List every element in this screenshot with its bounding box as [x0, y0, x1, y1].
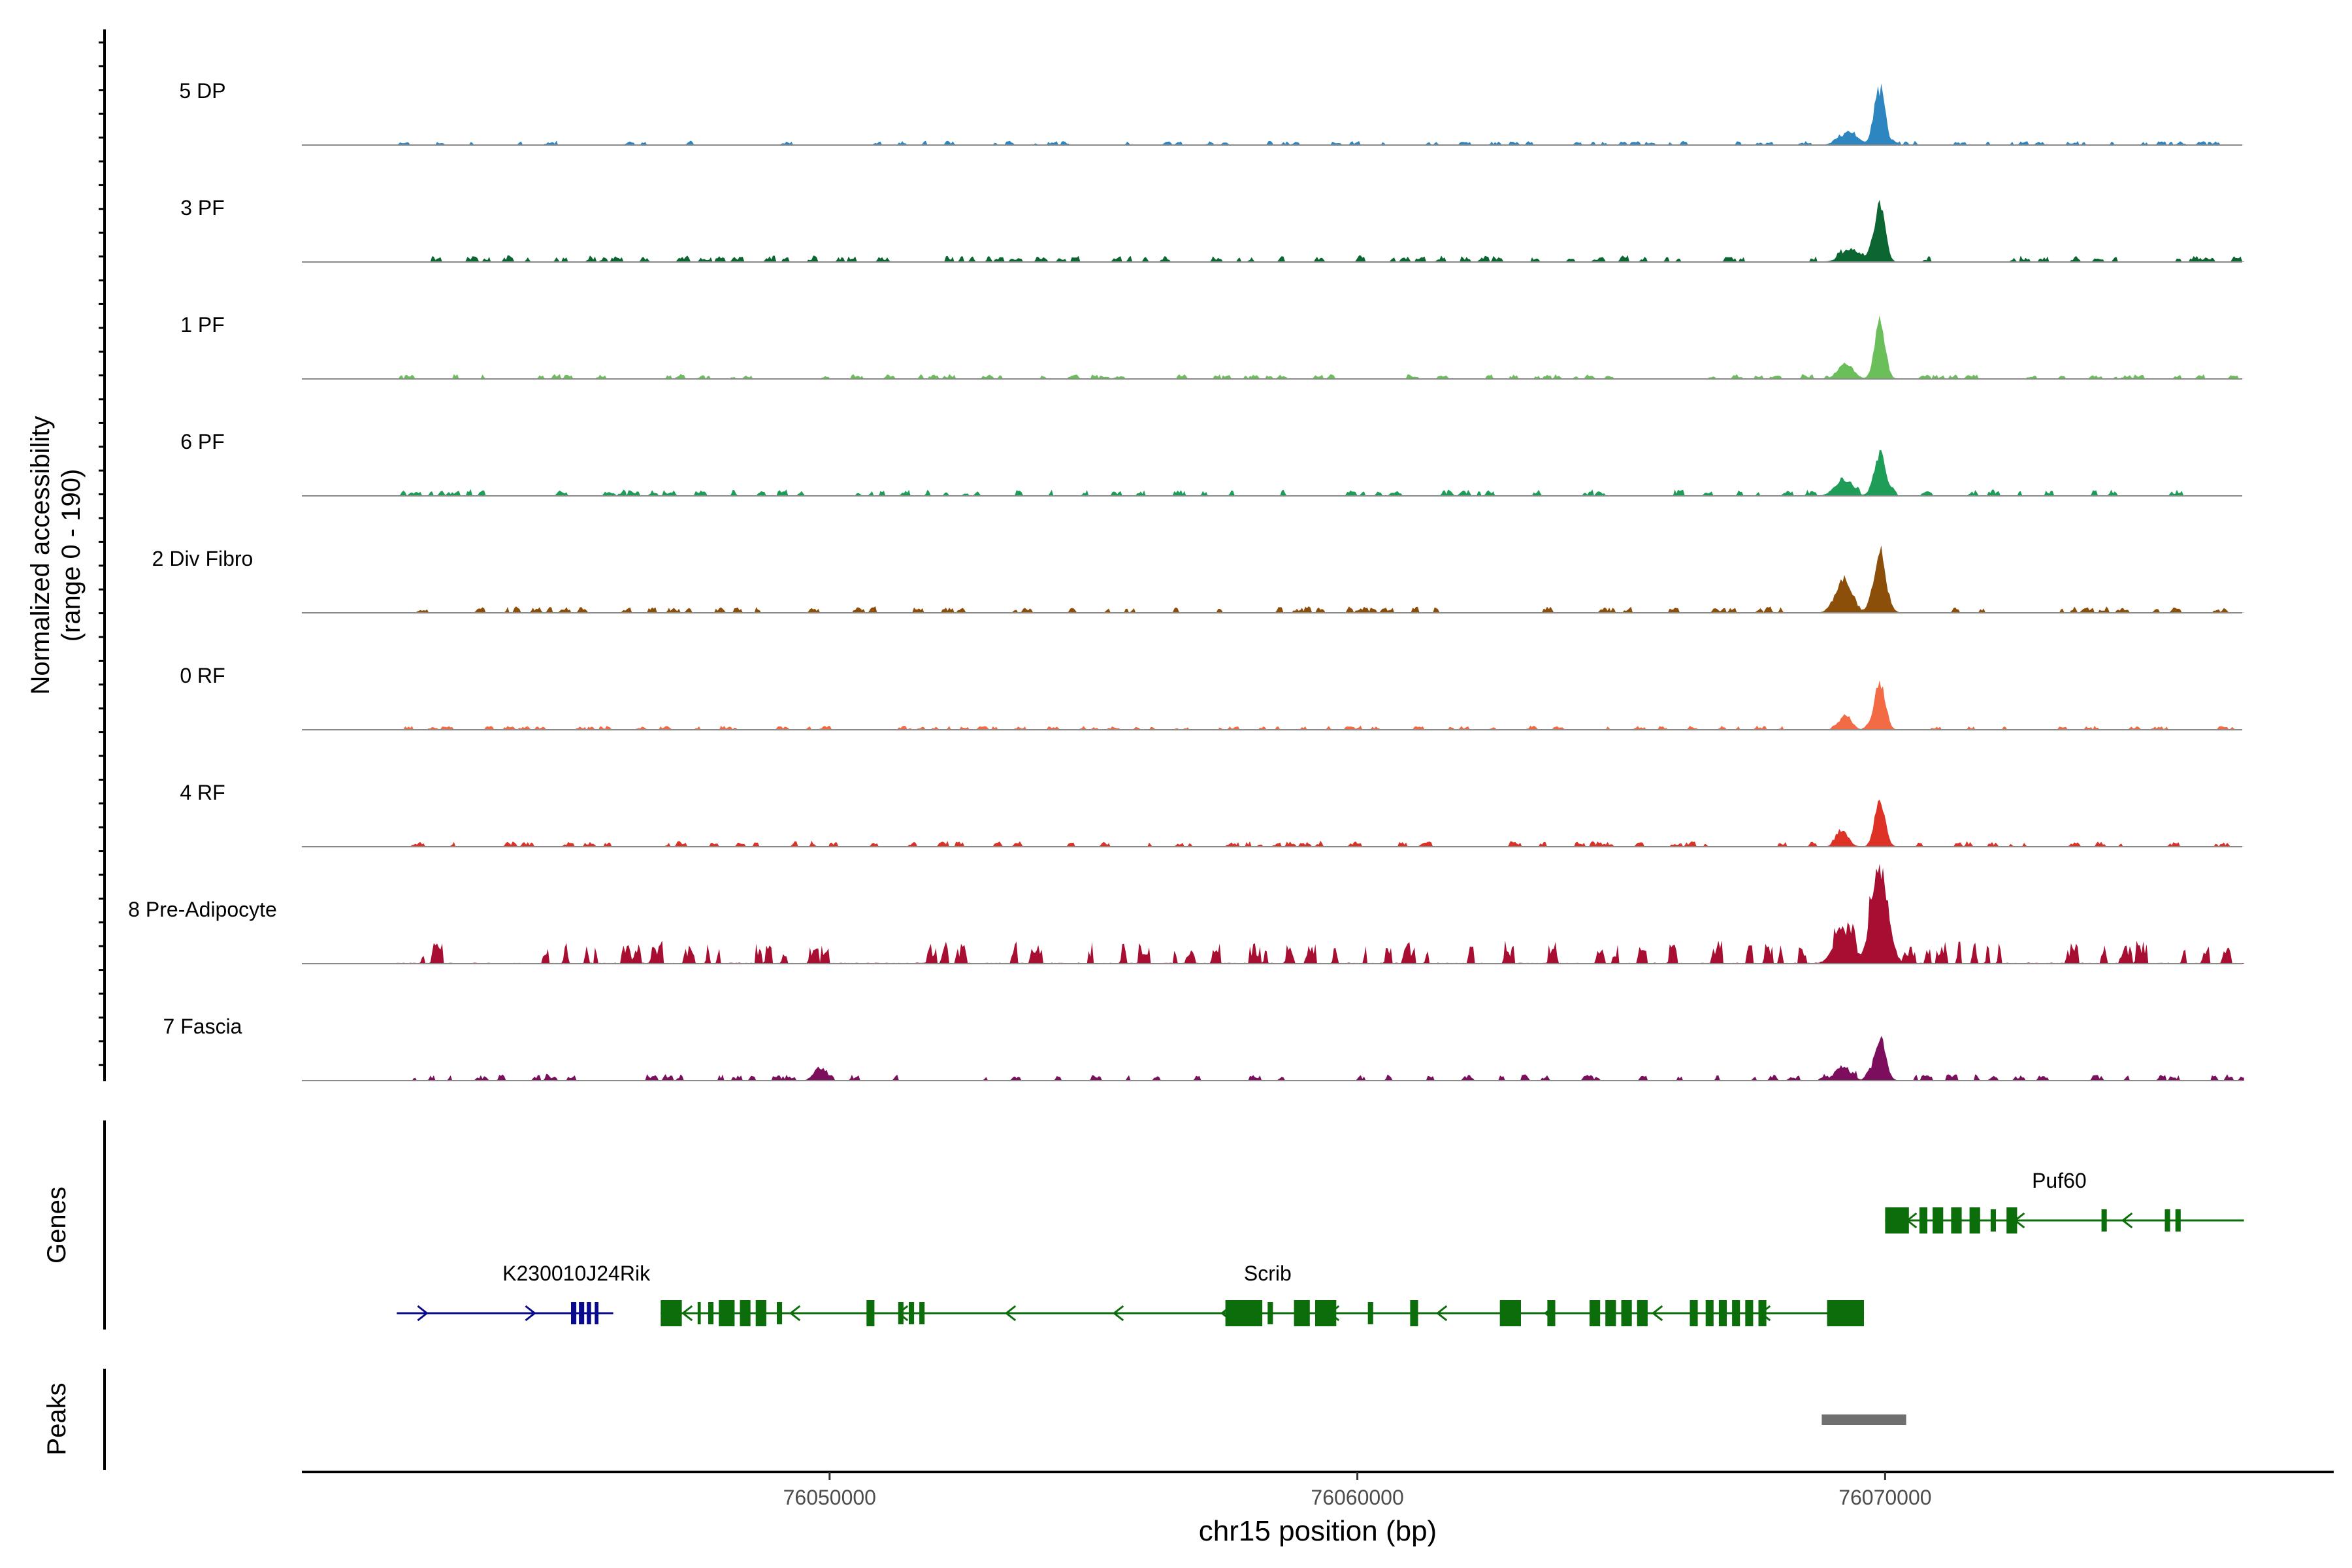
gene-name-K230010J24Rik: K230010J24Rik: [502, 1262, 651, 1285]
exon-Scrib: [697, 1302, 701, 1324]
exon-K230010J24Rik: [595, 1302, 598, 1324]
exon-Scrib: [740, 1300, 751, 1326]
track-label-5: 0 RF: [180, 664, 225, 687]
exon-Scrib: [719, 1300, 735, 1326]
strand-arrow: [1004, 1305, 1017, 1322]
exon-Puf60: [2101, 1209, 2107, 1232]
coverage-tracks: 5 DP 3 PF 1 PF 6 PF 2 Div Fibro 0 RF 4 RF 8 Pre…: [128, 79, 2244, 1081]
coverage-track-4: [397, 545, 2244, 613]
strand-arrow: [789, 1305, 801, 1322]
exon-Scrib: [866, 1300, 875, 1326]
coverage-track-0: [397, 83, 2244, 145]
exon-Scrib: [909, 1302, 915, 1324]
track-label-0: 5 DP: [179, 79, 225, 103]
exon-Puf60: [1885, 1207, 1909, 1233]
exon-Scrib: [1590, 1300, 1601, 1326]
exon-Scrib: [777, 1302, 783, 1324]
y-axis-label-line1: Normalized accessibility: [26, 416, 55, 695]
strand-arrow: [2121, 1212, 2133, 1229]
exon-Scrib: [1718, 1300, 1727, 1326]
gene-name-Scrib: Scrib: [1244, 1262, 1292, 1285]
gene-annotations: K230010J24Rik Scrib Puf60: [397, 1169, 2244, 1326]
exon-Scrib: [1758, 1300, 1767, 1326]
x-tick-label: 76050000: [783, 1486, 876, 1509]
exon-Scrib: [898, 1302, 904, 1324]
exon-Scrib: [1499, 1300, 1521, 1326]
exon-Scrib: [708, 1302, 714, 1324]
exon-Puf60: [2164, 1209, 2170, 1232]
exon-Puf60: [2175, 1209, 2181, 1232]
exon-Scrib: [1745, 1300, 1754, 1326]
coverage-track-8: [397, 1036, 2244, 1081]
gene-name-Puf60: Puf60: [2032, 1169, 2087, 1192]
exon-Scrib: [1547, 1300, 1556, 1326]
exon-Puf60: [1951, 1207, 1962, 1233]
coverage-track-3: [397, 449, 2244, 496]
exon-Scrib: [1605, 1300, 1616, 1326]
exon-Scrib: [1315, 1300, 1337, 1326]
exon-Scrib: [1410, 1300, 1418, 1326]
exon-Puf60: [1933, 1207, 1944, 1233]
exon-Scrib: [1267, 1302, 1273, 1324]
exon-Scrib: [1732, 1300, 1740, 1326]
exon-Scrib: [1294, 1300, 1310, 1326]
coverage-track-5: [397, 680, 2244, 730]
track-label-8: 7 Fascia: [163, 1015, 242, 1038]
coverage-track-1: [397, 200, 2244, 262]
track-label-7: 8 Pre-Adipocyte: [128, 898, 277, 921]
exon-K230010J24Rik: [579, 1302, 585, 1324]
track-label-1: 3 PF: [180, 196, 225, 220]
y-axis-label-line2: (range 0 - 190): [57, 469, 86, 642]
peaks-panel-label: Peaks: [42, 1382, 71, 1455]
exon-Scrib: [1637, 1300, 1648, 1326]
exon-Scrib: [661, 1300, 682, 1326]
genes-panel-label: Genes: [42, 1186, 71, 1264]
exon-Puf60: [1919, 1207, 1927, 1233]
exon-Scrib: [1827, 1300, 1864, 1326]
exon-Scrib: [755, 1300, 766, 1326]
coverage-y-ticks: [99, 41, 105, 1066]
coverage-track-2: [397, 315, 2244, 379]
coverage-track-7: [397, 864, 2244, 964]
peak-regions: [1821, 1414, 1906, 1425]
peak-region-0: [1821, 1414, 1906, 1425]
track-label-6: 4 RF: [180, 781, 225, 804]
exon-Puf60: [1969, 1207, 1980, 1233]
exon-Puf60: [2006, 1207, 2017, 1233]
x-tick-label: 76070000: [1838, 1486, 1931, 1509]
exon-Scrib: [919, 1302, 925, 1324]
exon-Scrib: [1705, 1300, 1714, 1326]
track-label-2: 1 PF: [180, 313, 225, 336]
exon-Scrib: [1690, 1300, 1698, 1326]
exon-Scrib: [1367, 1302, 1373, 1324]
exon-Puf60: [1990, 1209, 1996, 1232]
strand-arrow: [1651, 1305, 1663, 1322]
x-axis-label: chr15 position (bp): [1199, 1515, 1437, 1547]
strand-arrow: [525, 1305, 536, 1322]
strand-arrow: [681, 1305, 693, 1322]
strand-arrow: [1435, 1305, 1448, 1322]
x-tick-label: 76060000: [1311, 1486, 1403, 1509]
x-axis-ticks: 76050000 76060000 76070000: [783, 1472, 1932, 1509]
strand-arrow: [1112, 1305, 1124, 1322]
exon-K230010J24Rik: [587, 1302, 591, 1324]
exon-Scrib: [1621, 1300, 1632, 1326]
exon-Scrib: [1225, 1300, 1263, 1326]
track-label-4: 2 Div Fibro: [152, 547, 253, 570]
track-label-3: 6 PF: [180, 430, 225, 453]
coverage-track-6: [397, 800, 2244, 847]
strand-arrow: [417, 1305, 429, 1322]
exon-K230010J24Rik: [571, 1302, 577, 1324]
